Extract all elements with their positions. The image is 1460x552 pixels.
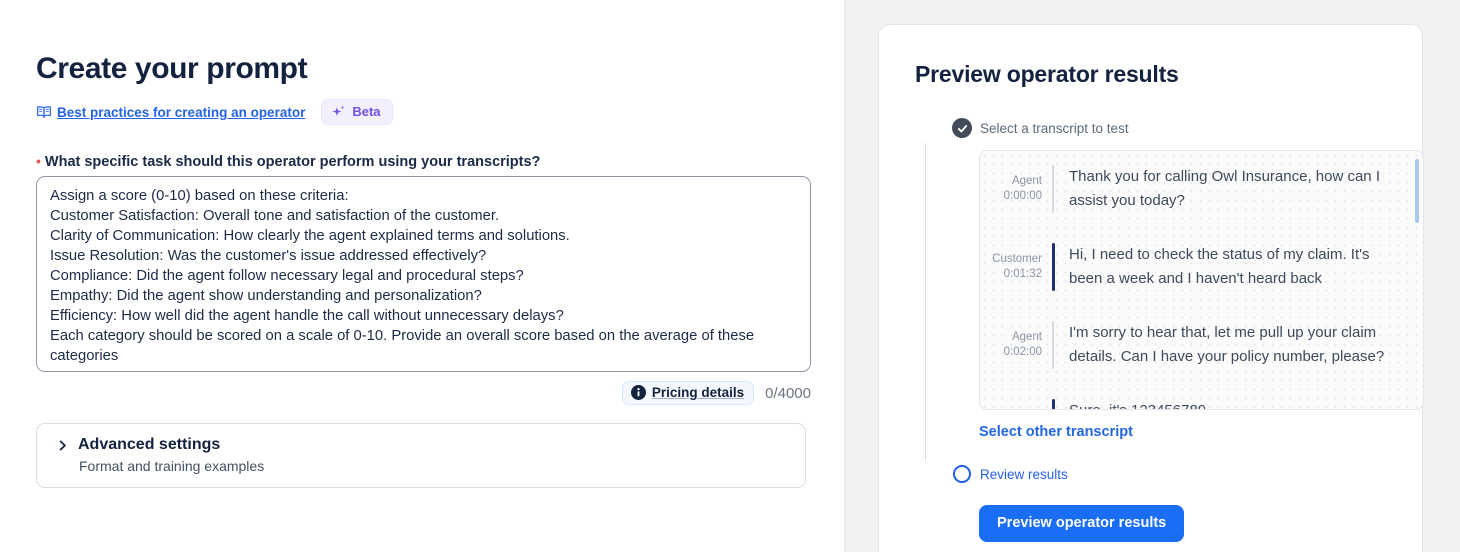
message-text: I'm sorry to hear that, let me pull up y… bbox=[1069, 324, 1385, 365]
info-icon bbox=[630, 385, 646, 400]
advanced-settings-title: Advanced settings bbox=[78, 436, 221, 453]
transcript-message: Customer 0:01:32 Hi, I need to check the… bbox=[990, 243, 1411, 291]
beta-badge: Beta bbox=[321, 99, 393, 125]
speaker-accent-bar bbox=[1052, 321, 1054, 369]
best-practices-label: Best practices for creating an operator bbox=[57, 104, 306, 120]
speaker-accent-bar bbox=[1052, 399, 1055, 409]
transcript-message: Agent 0:02:00 I'm sorry to hear that, le… bbox=[990, 321, 1411, 369]
stepper-connector-line bbox=[925, 143, 926, 461]
select-other-transcript-link[interactable]: Select other transcript bbox=[979, 424, 1133, 440]
preview-operator-results-button[interactable]: Preview operator results bbox=[979, 505, 1185, 542]
task-question-text: What specific task should this operator … bbox=[44, 154, 541, 170]
advanced-settings-toggle[interactable]: Advanced settings bbox=[56, 436, 789, 454]
speaker-accent-bar bbox=[1052, 165, 1054, 213]
transcript-scrollbar[interactable] bbox=[1415, 159, 1419, 223]
advanced-settings-section[interactable]: Advanced settings Format and training ex… bbox=[36, 423, 806, 488]
chevron-right-icon bbox=[56, 439, 69, 452]
best-practices-link[interactable]: Best practices for creating an operator bbox=[36, 104, 305, 120]
message-text: Sure, it's 123456789 bbox=[1055, 399, 1206, 409]
pricing-details-link[interactable]: Pricing details bbox=[621, 381, 755, 405]
message-text: Thank you for calling Owl Insurance, how… bbox=[1069, 168, 1380, 209]
timestamp: 0:01:32 bbox=[1003, 268, 1042, 280]
message-speaker-time: Customer bbox=[990, 399, 1052, 409]
char-counter: 0/4000 bbox=[765, 384, 811, 402]
speaker-label: Agent bbox=[1011, 331, 1042, 343]
timestamp: 0:02:00 bbox=[1003, 346, 1042, 358]
message-speaker-time: Agent 0:00:00 bbox=[990, 165, 1052, 213]
transcript-preview[interactable]: Agent 0:00:00 Thank you for calling Owl … bbox=[979, 150, 1424, 410]
prompt-textarea[interactable]: Assign a score (0-10) based on these cri… bbox=[36, 176, 811, 372]
pricing-details-label: Pricing details bbox=[651, 385, 745, 400]
book-icon bbox=[36, 104, 52, 120]
speaker-label: Agent bbox=[1011, 175, 1042, 187]
step-select-transcript: Select a transcript to test bbox=[952, 118, 1386, 138]
transcript-message: Agent 0:00:00 Thank you for calling Owl … bbox=[990, 165, 1411, 213]
task-question-label: • What specific task should this operator… bbox=[36, 152, 810, 171]
page-title: Create your prompt bbox=[36, 52, 308, 85]
step-review-results: Review results bbox=[953, 463, 1386, 485]
timestamp: 0:00:00 bbox=[1003, 190, 1042, 202]
create-prompt-panel: Create your prompt Best practices for cr… bbox=[0, 0, 845, 552]
beta-badge-label: Beta bbox=[352, 104, 381, 119]
speaker-accent-bar bbox=[1052, 243, 1055, 291]
preview-results-card: Preview operator results Select a transc… bbox=[878, 24, 1424, 552]
step-review-results-label: Review results bbox=[980, 466, 1068, 482]
required-marker: • bbox=[36, 153, 41, 169]
speaker-label: Customer bbox=[992, 253, 1042, 265]
sparkle-icon bbox=[331, 104, 346, 119]
speaker-label: Customer bbox=[990, 408, 1042, 409]
message-speaker-time: Agent 0:02:00 bbox=[990, 321, 1052, 369]
transcript-message: Customer Sure, it's 123456789 bbox=[990, 399, 1411, 409]
preview-results-title: Preview operator results bbox=[915, 61, 1179, 87]
message-speaker-time: Customer 0:01:32 bbox=[990, 243, 1052, 291]
step-select-transcript-label: Select a transcript to test bbox=[980, 120, 1129, 136]
meta-row: Best practices for creating an operator … bbox=[36, 99, 810, 125]
counter-row: Pricing details 0/4000 bbox=[36, 381, 811, 405]
advanced-settings-subtitle: Format and training examples bbox=[79, 458, 265, 474]
check-icon bbox=[952, 118, 972, 138]
radio-circle-icon[interactable] bbox=[953, 465, 971, 483]
message-text: Hi, I need to check the status of my cla… bbox=[1069, 246, 1370, 287]
